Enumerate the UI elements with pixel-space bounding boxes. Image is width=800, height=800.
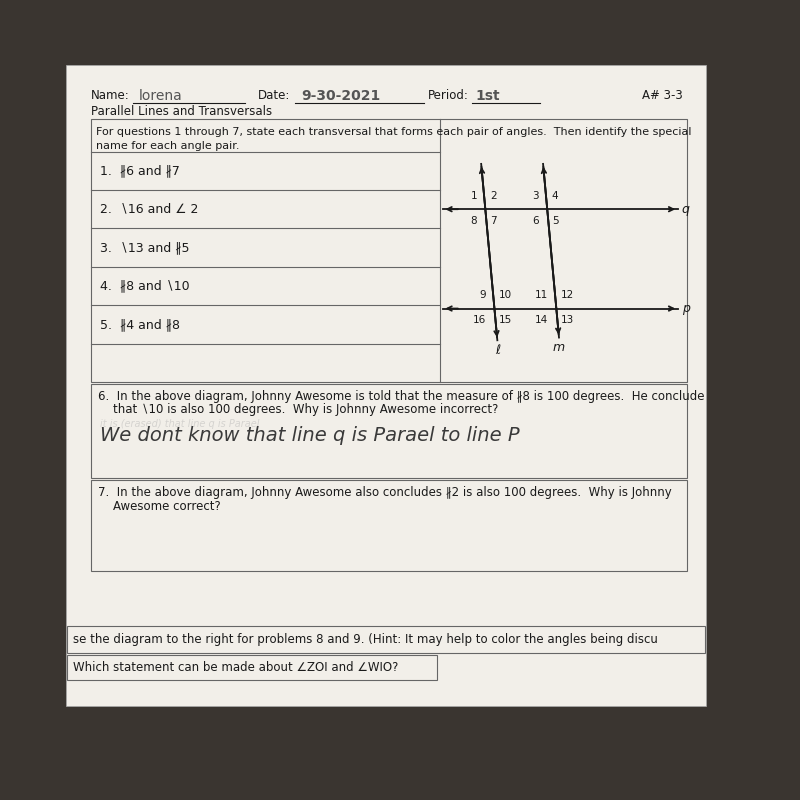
Text: 3.  ∖13 and ∦5: 3. ∖13 and ∦5 xyxy=(100,241,190,254)
Text: 9: 9 xyxy=(480,290,486,300)
Bar xyxy=(67,626,705,654)
Text: p: p xyxy=(682,302,690,315)
Text: Date:: Date: xyxy=(258,90,290,102)
Text: that ∖10 is also 100 degrees.  Why is Johnny Awesome incorrect?: that ∖10 is also 100 degrees. Why is Joh… xyxy=(98,403,499,416)
Text: A# 3-3: A# 3-3 xyxy=(642,90,683,102)
Text: 14: 14 xyxy=(535,315,548,325)
Bar xyxy=(91,119,687,382)
Text: Awesome correct?: Awesome correct? xyxy=(98,499,222,513)
Text: 16: 16 xyxy=(473,315,486,325)
Text: Name:: Name: xyxy=(91,90,130,102)
Text: 11: 11 xyxy=(535,290,548,300)
Text: 8: 8 xyxy=(470,215,477,226)
Text: name for each angle pair.: name for each angle pair. xyxy=(96,141,239,150)
Text: 4: 4 xyxy=(552,191,558,201)
Text: 1: 1 xyxy=(470,191,477,201)
Text: 7.  In the above diagram, Johnny Awesome also concludes ∦2 is also 100 degrees. : 7. In the above diagram, Johnny Awesome … xyxy=(98,486,672,499)
Text: 13: 13 xyxy=(561,315,574,325)
Text: it is (erased) that line q is Parael: it is (erased) that line q is Parael xyxy=(100,419,260,429)
Text: 6: 6 xyxy=(533,215,539,226)
Text: lorena: lorena xyxy=(139,89,183,102)
Text: We dont know that line q is Parael to line P: We dont know that line q is Parael to li… xyxy=(100,426,520,445)
Text: m: m xyxy=(553,341,565,354)
Text: Parallel Lines and Transversals: Parallel Lines and Transversals xyxy=(91,106,272,118)
Text: 5.  ∦4 and ∦8: 5. ∦4 and ∦8 xyxy=(100,318,180,331)
Text: 2: 2 xyxy=(490,191,497,201)
Text: ℓ: ℓ xyxy=(494,344,500,357)
Text: 7: 7 xyxy=(490,215,497,226)
Bar xyxy=(67,654,437,680)
Text: 6.  In the above diagram, Johnny Awesome is told that the measure of ∦8 is 100 d: 6. In the above diagram, Johnny Awesome … xyxy=(98,390,705,403)
Text: 3: 3 xyxy=(533,191,539,201)
Text: 15: 15 xyxy=(499,315,512,325)
Text: 10: 10 xyxy=(499,290,512,300)
Text: 12: 12 xyxy=(561,290,574,300)
Bar xyxy=(91,383,687,478)
Bar xyxy=(66,65,706,706)
Text: 1st: 1st xyxy=(476,89,500,102)
Text: Which statement can be made about ∠ZOI and ∠WIO?: Which statement can be made about ∠ZOI a… xyxy=(73,661,398,674)
Text: se the diagram to the right for problems 8 and 9. (Hint: It may help to color th: se the diagram to the right for problems… xyxy=(73,633,658,646)
Text: For questions 1 through 7, state each transversal that forms each pair of angles: For questions 1 through 7, state each tr… xyxy=(96,127,691,137)
Text: 9-30-2021: 9-30-2021 xyxy=(302,89,381,102)
Bar xyxy=(91,480,687,571)
Text: 2.  ∖16 and ∠ 2: 2. ∖16 and ∠ 2 xyxy=(100,202,198,216)
Text: 5: 5 xyxy=(552,215,558,226)
Text: q: q xyxy=(682,202,690,216)
Text: 1.  ∦6 and ∦7: 1. ∦6 and ∦7 xyxy=(100,164,180,178)
Text: Period:: Period: xyxy=(428,90,469,102)
Text: 4.  ∦8 and ∖10: 4. ∦8 and ∖10 xyxy=(100,280,190,293)
